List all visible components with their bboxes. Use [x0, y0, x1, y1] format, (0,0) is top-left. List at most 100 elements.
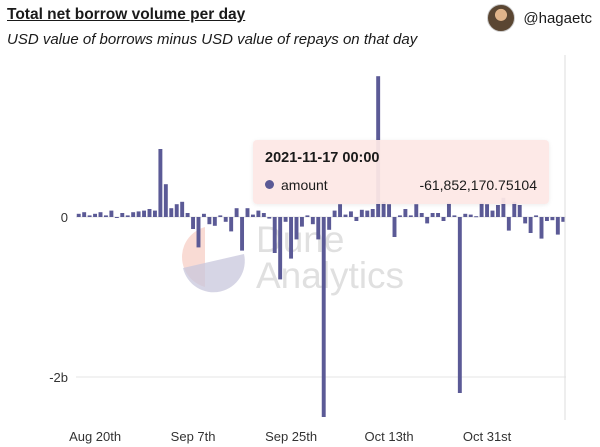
bar[interactable] — [131, 212, 136, 217]
bar[interactable] — [229, 217, 234, 232]
bar[interactable] — [550, 217, 555, 221]
bar[interactable] — [463, 213, 468, 217]
bar[interactable] — [528, 217, 533, 233]
bar[interactable] — [359, 209, 364, 217]
bar[interactable] — [501, 197, 506, 217]
bar[interactable] — [425, 217, 430, 224]
bar[interactable] — [267, 217, 272, 219]
bar[interactable] — [158, 149, 163, 217]
bar[interactable] — [114, 217, 119, 218]
bar[interactable] — [414, 204, 419, 217]
bar[interactable] — [109, 210, 114, 217]
bar[interactable] — [212, 217, 217, 226]
bar[interactable] — [397, 215, 402, 217]
bar[interactable] — [207, 217, 212, 225]
bar[interactable] — [136, 211, 141, 217]
x-tick-label: Sep 7th — [171, 429, 216, 444]
bar[interactable] — [446, 202, 451, 217]
bar[interactable] — [408, 215, 413, 217]
bar[interactable] — [272, 217, 277, 253]
bar[interactable] — [152, 210, 157, 217]
author-handle[interactable]: @hagaetc — [523, 9, 592, 27]
bar[interactable] — [457, 217, 462, 393]
bar[interactable] — [387, 204, 392, 217]
bar[interactable] — [370, 209, 375, 217]
bar[interactable] — [163, 184, 168, 217]
bar[interactable] — [283, 217, 288, 222]
bar[interactable] — [348, 211, 353, 217]
x-axis-labels: Aug 20th Sep 7th Sep 25th Oct 13th Oct 31st — [69, 429, 512, 444]
bar[interactable] — [147, 209, 152, 217]
bar[interactable] — [316, 217, 321, 240]
bar[interactable] — [517, 205, 522, 217]
bar[interactable] — [338, 204, 343, 217]
bar[interactable] — [142, 210, 147, 217]
bar[interactable] — [196, 217, 201, 248]
bar[interactable] — [234, 208, 239, 217]
bar[interactable] — [299, 217, 304, 227]
author-badge[interactable]: @hagaetc — [487, 4, 592, 32]
bar[interactable] — [93, 213, 98, 217]
bar[interactable] — [201, 213, 206, 217]
bar[interactable] — [185, 213, 190, 217]
bar[interactable] — [539, 217, 544, 239]
bar[interactable] — [321, 217, 326, 417]
bar[interactable] — [191, 217, 196, 229]
bar[interactable] — [289, 217, 294, 259]
bar[interactable] — [332, 210, 337, 217]
watermark-logo-lower — [183, 254, 245, 293]
bar[interactable] — [485, 204, 490, 217]
bar[interactable] — [468, 214, 473, 217]
bar[interactable] — [452, 215, 457, 217]
bar[interactable] — [256, 210, 261, 217]
bar[interactable] — [419, 213, 424, 217]
bar[interactable] — [534, 215, 539, 217]
bar[interactable] — [544, 217, 549, 221]
bar[interactable] — [479, 202, 484, 217]
y-tick-label: 0 — [61, 210, 68, 225]
bar[interactable] — [245, 208, 250, 217]
bar[interactable] — [250, 214, 255, 217]
bar[interactable] — [310, 217, 315, 225]
bar[interactable] — [76, 213, 81, 217]
bar[interactable] — [240, 217, 245, 251]
bar[interactable] — [125, 215, 130, 217]
bar[interactable] — [365, 210, 370, 217]
bar[interactable] — [278, 217, 283, 280]
bar[interactable] — [98, 212, 103, 217]
bar[interactable] — [441, 217, 446, 221]
bar[interactable] — [561, 217, 566, 222]
bar[interactable] — [512, 201, 517, 217]
tooltip-timestamp: 2021-11-17 00:00 — [265, 150, 380, 166]
bar[interactable] — [381, 201, 386, 217]
bar[interactable] — [223, 217, 228, 222]
bar[interactable] — [490, 210, 495, 217]
watermark-line2: Analytics — [256, 255, 404, 296]
bar[interactable] — [403, 209, 408, 217]
bar[interactable] — [180, 201, 185, 217]
bar[interactable] — [294, 217, 299, 240]
bar[interactable] — [354, 217, 359, 221]
bar[interactable] — [218, 215, 223, 217]
y-axis-labels: 0 -2b — [49, 210, 68, 385]
bar[interactable] — [103, 215, 108, 217]
bar[interactable] — [555, 217, 560, 235]
bar[interactable] — [174, 204, 179, 217]
bar[interactable] — [87, 215, 92, 217]
bar[interactable] — [169, 208, 174, 217]
bar[interactable] — [261, 213, 266, 217]
bar[interactable] — [392, 217, 397, 237]
bar[interactable] — [120, 213, 125, 217]
author-avatar[interactable] — [487, 4, 516, 32]
bar[interactable] — [343, 214, 348, 217]
bar[interactable] — [305, 215, 310, 217]
bar[interactable] — [474, 216, 479, 218]
bar[interactable] — [506, 217, 511, 231]
bar[interactable] — [430, 213, 435, 217]
bar[interactable] — [327, 217, 332, 230]
bar[interactable] — [495, 205, 500, 217]
bar[interactable] — [82, 212, 87, 217]
bar[interactable] — [436, 213, 441, 217]
x-tick-label: Oct 13th — [365, 429, 414, 444]
bar[interactable] — [523, 217, 528, 224]
